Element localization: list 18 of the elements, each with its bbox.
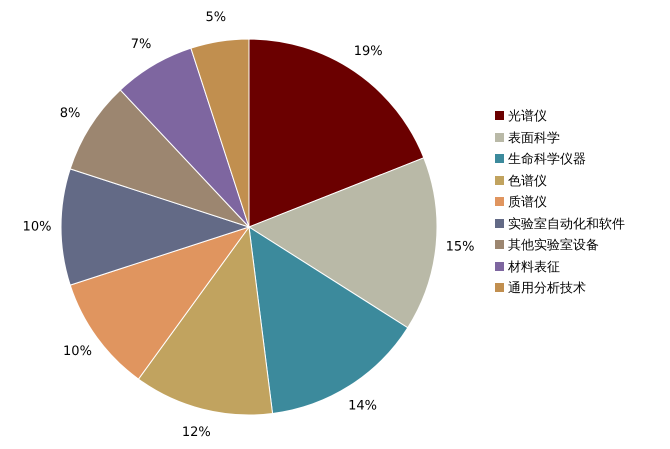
- data-label: 5%: [206, 10, 226, 26]
- data-label: 12%: [182, 424, 211, 440]
- data-label: 8%: [60, 106, 80, 121]
- data-label: 10%: [22, 220, 52, 234]
- data-label: 7%: [130, 37, 152, 52]
- legend-label: 光谱仪: [508, 109, 547, 124]
- legend-label: 实验室自动化和软件: [508, 216, 625, 232]
- data-label: 15%: [446, 239, 475, 254]
- legend-label: 其他实验室设备: [508, 238, 599, 253]
- legend-label: 材料表征: [508, 260, 560, 274]
- legend-label: 生命科学仪器: [508, 152, 586, 167]
- legend-label: 色谱仪: [508, 174, 547, 188]
- data-label: 19%: [354, 44, 383, 60]
- legend-label: 通用分析技术: [508, 281, 586, 296]
- data-label: 10%: [63, 344, 92, 360]
- legend-label: 质谱仪: [508, 195, 547, 210]
- data-label: 14%: [348, 398, 378, 414]
- legend-label: 表面科学: [508, 130, 560, 146]
